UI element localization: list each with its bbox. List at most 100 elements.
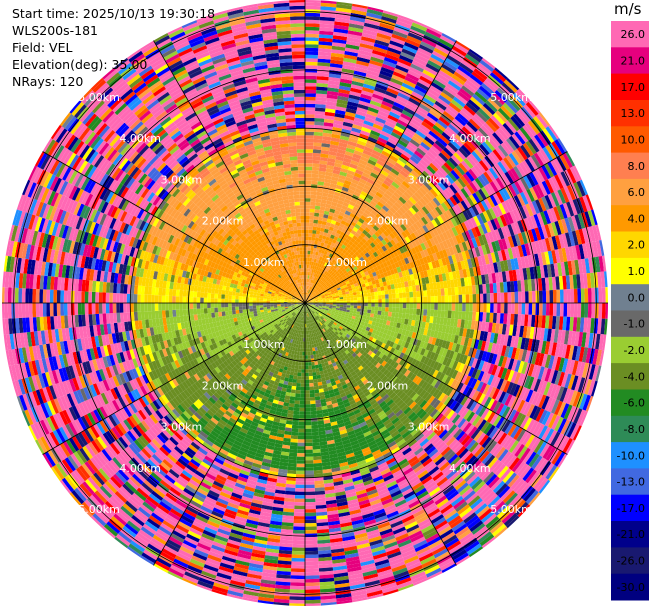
range-gate bbox=[517, 88, 531, 102]
range-gate bbox=[520, 144, 531, 159]
range-gate bbox=[378, 73, 392, 82]
range-gate bbox=[578, 244, 585, 260]
range-gate bbox=[396, 159, 406, 168]
range-gate bbox=[313, 269, 316, 274]
range-gate bbox=[333, 194, 340, 200]
range-gate bbox=[429, 162, 439, 172]
range-gate bbox=[569, 200, 578, 216]
range-gate bbox=[357, 103, 369, 111]
range-gate bbox=[308, 226, 313, 230]
range-gate bbox=[318, 259, 322, 264]
range-gate bbox=[510, 95, 524, 109]
range-gate bbox=[452, 136, 464, 148]
range-gate bbox=[309, 294, 312, 298]
range-gate bbox=[419, 290, 424, 297]
range-gate bbox=[310, 243, 315, 248]
range-gate bbox=[317, 223, 322, 228]
range-gate bbox=[363, 146, 374, 153]
range-gate bbox=[471, 71, 486, 83]
range-gate bbox=[437, 303, 442, 311]
range-gate bbox=[416, 189, 425, 198]
range-gate bbox=[328, 294, 332, 297]
range-gate bbox=[339, 135, 350, 141]
range-gate bbox=[313, 379, 318, 383]
range-gate bbox=[344, 251, 350, 257]
range-gate bbox=[335, 7, 352, 13]
range-gate bbox=[316, 278, 319, 282]
range-gate bbox=[402, 130, 414, 139]
range-gate bbox=[445, 272, 450, 281]
range-gate bbox=[471, 150, 482, 163]
range-gate bbox=[343, 213, 350, 219]
range-gate bbox=[416, 259, 422, 267]
range-gate bbox=[404, 250, 411, 258]
range-gate bbox=[457, 261, 463, 271]
range-gate bbox=[337, 250, 342, 255]
range-gate bbox=[376, 228, 383, 236]
range-gate bbox=[378, 107, 391, 115]
range-gate bbox=[554, 220, 562, 236]
range-gate bbox=[336, 229, 342, 235]
range-gate bbox=[324, 270, 328, 275]
range-gate bbox=[373, 287, 378, 293]
range-gate bbox=[307, 254, 311, 258]
range-gate bbox=[326, 218, 332, 224]
range-gate bbox=[349, 19, 365, 26]
range-gate bbox=[314, 269, 318, 274]
range-gate bbox=[318, 174, 326, 179]
range-gate bbox=[507, 184, 517, 197]
range-gate bbox=[531, 290, 536, 303]
range-gate bbox=[307, 275, 310, 279]
range-gate bbox=[395, 235, 402, 243]
range-gate bbox=[310, 286, 313, 291]
range-gate bbox=[454, 225, 462, 235]
range-gate bbox=[451, 205, 460, 216]
range-gate bbox=[342, 249, 347, 255]
range-gate bbox=[344, 151, 354, 157]
range-gate bbox=[429, 268, 435, 277]
range-gate bbox=[535, 303, 540, 316]
range-gate bbox=[511, 234, 518, 247]
range-gate bbox=[317, 55, 331, 60]
range-gate bbox=[306, 289, 308, 293]
range-gate bbox=[390, 245, 396, 253]
range-gate bbox=[394, 162, 404, 171]
range-gate bbox=[559, 154, 570, 170]
range-gate bbox=[426, 269, 432, 277]
range-gate bbox=[489, 95, 503, 108]
range-gate bbox=[510, 222, 518, 235]
range-gate bbox=[337, 226, 344, 232]
range-gate bbox=[523, 190, 532, 204]
range-gate bbox=[399, 136, 410, 145]
range-gate bbox=[448, 237, 456, 247]
range-gate bbox=[501, 173, 511, 186]
range-gate bbox=[407, 32, 423, 42]
range-gate bbox=[455, 303, 459, 312]
range-gate bbox=[428, 276, 433, 284]
range-gate bbox=[539, 148, 551, 164]
range-gate bbox=[314, 364, 319, 369]
range-gate bbox=[312, 292, 315, 296]
range-gate bbox=[356, 56, 371, 64]
range-gate bbox=[500, 249, 507, 261]
range-gate bbox=[394, 288, 399, 294]
range-gate bbox=[315, 300, 319, 302]
range-gate bbox=[451, 236, 459, 246]
range-gate bbox=[327, 241, 332, 246]
range-gate bbox=[337, 280, 342, 284]
range-gate bbox=[400, 113, 412, 122]
range-gate bbox=[384, 311, 389, 317]
range-gate bbox=[436, 97, 449, 108]
range-gate bbox=[313, 145, 322, 150]
range-gate bbox=[353, 117, 365, 124]
range-gate bbox=[441, 273, 447, 282]
range-gate bbox=[317, 58, 331, 64]
range-gate bbox=[531, 241, 538, 255]
range-gate bbox=[322, 254, 327, 259]
range-gate bbox=[316, 79, 329, 84]
range-gate bbox=[413, 230, 421, 239]
range-gate bbox=[353, 294, 358, 298]
range-gate bbox=[331, 231, 337, 236]
range-gate bbox=[534, 134, 546, 149]
range-gate bbox=[315, 371, 321, 376]
